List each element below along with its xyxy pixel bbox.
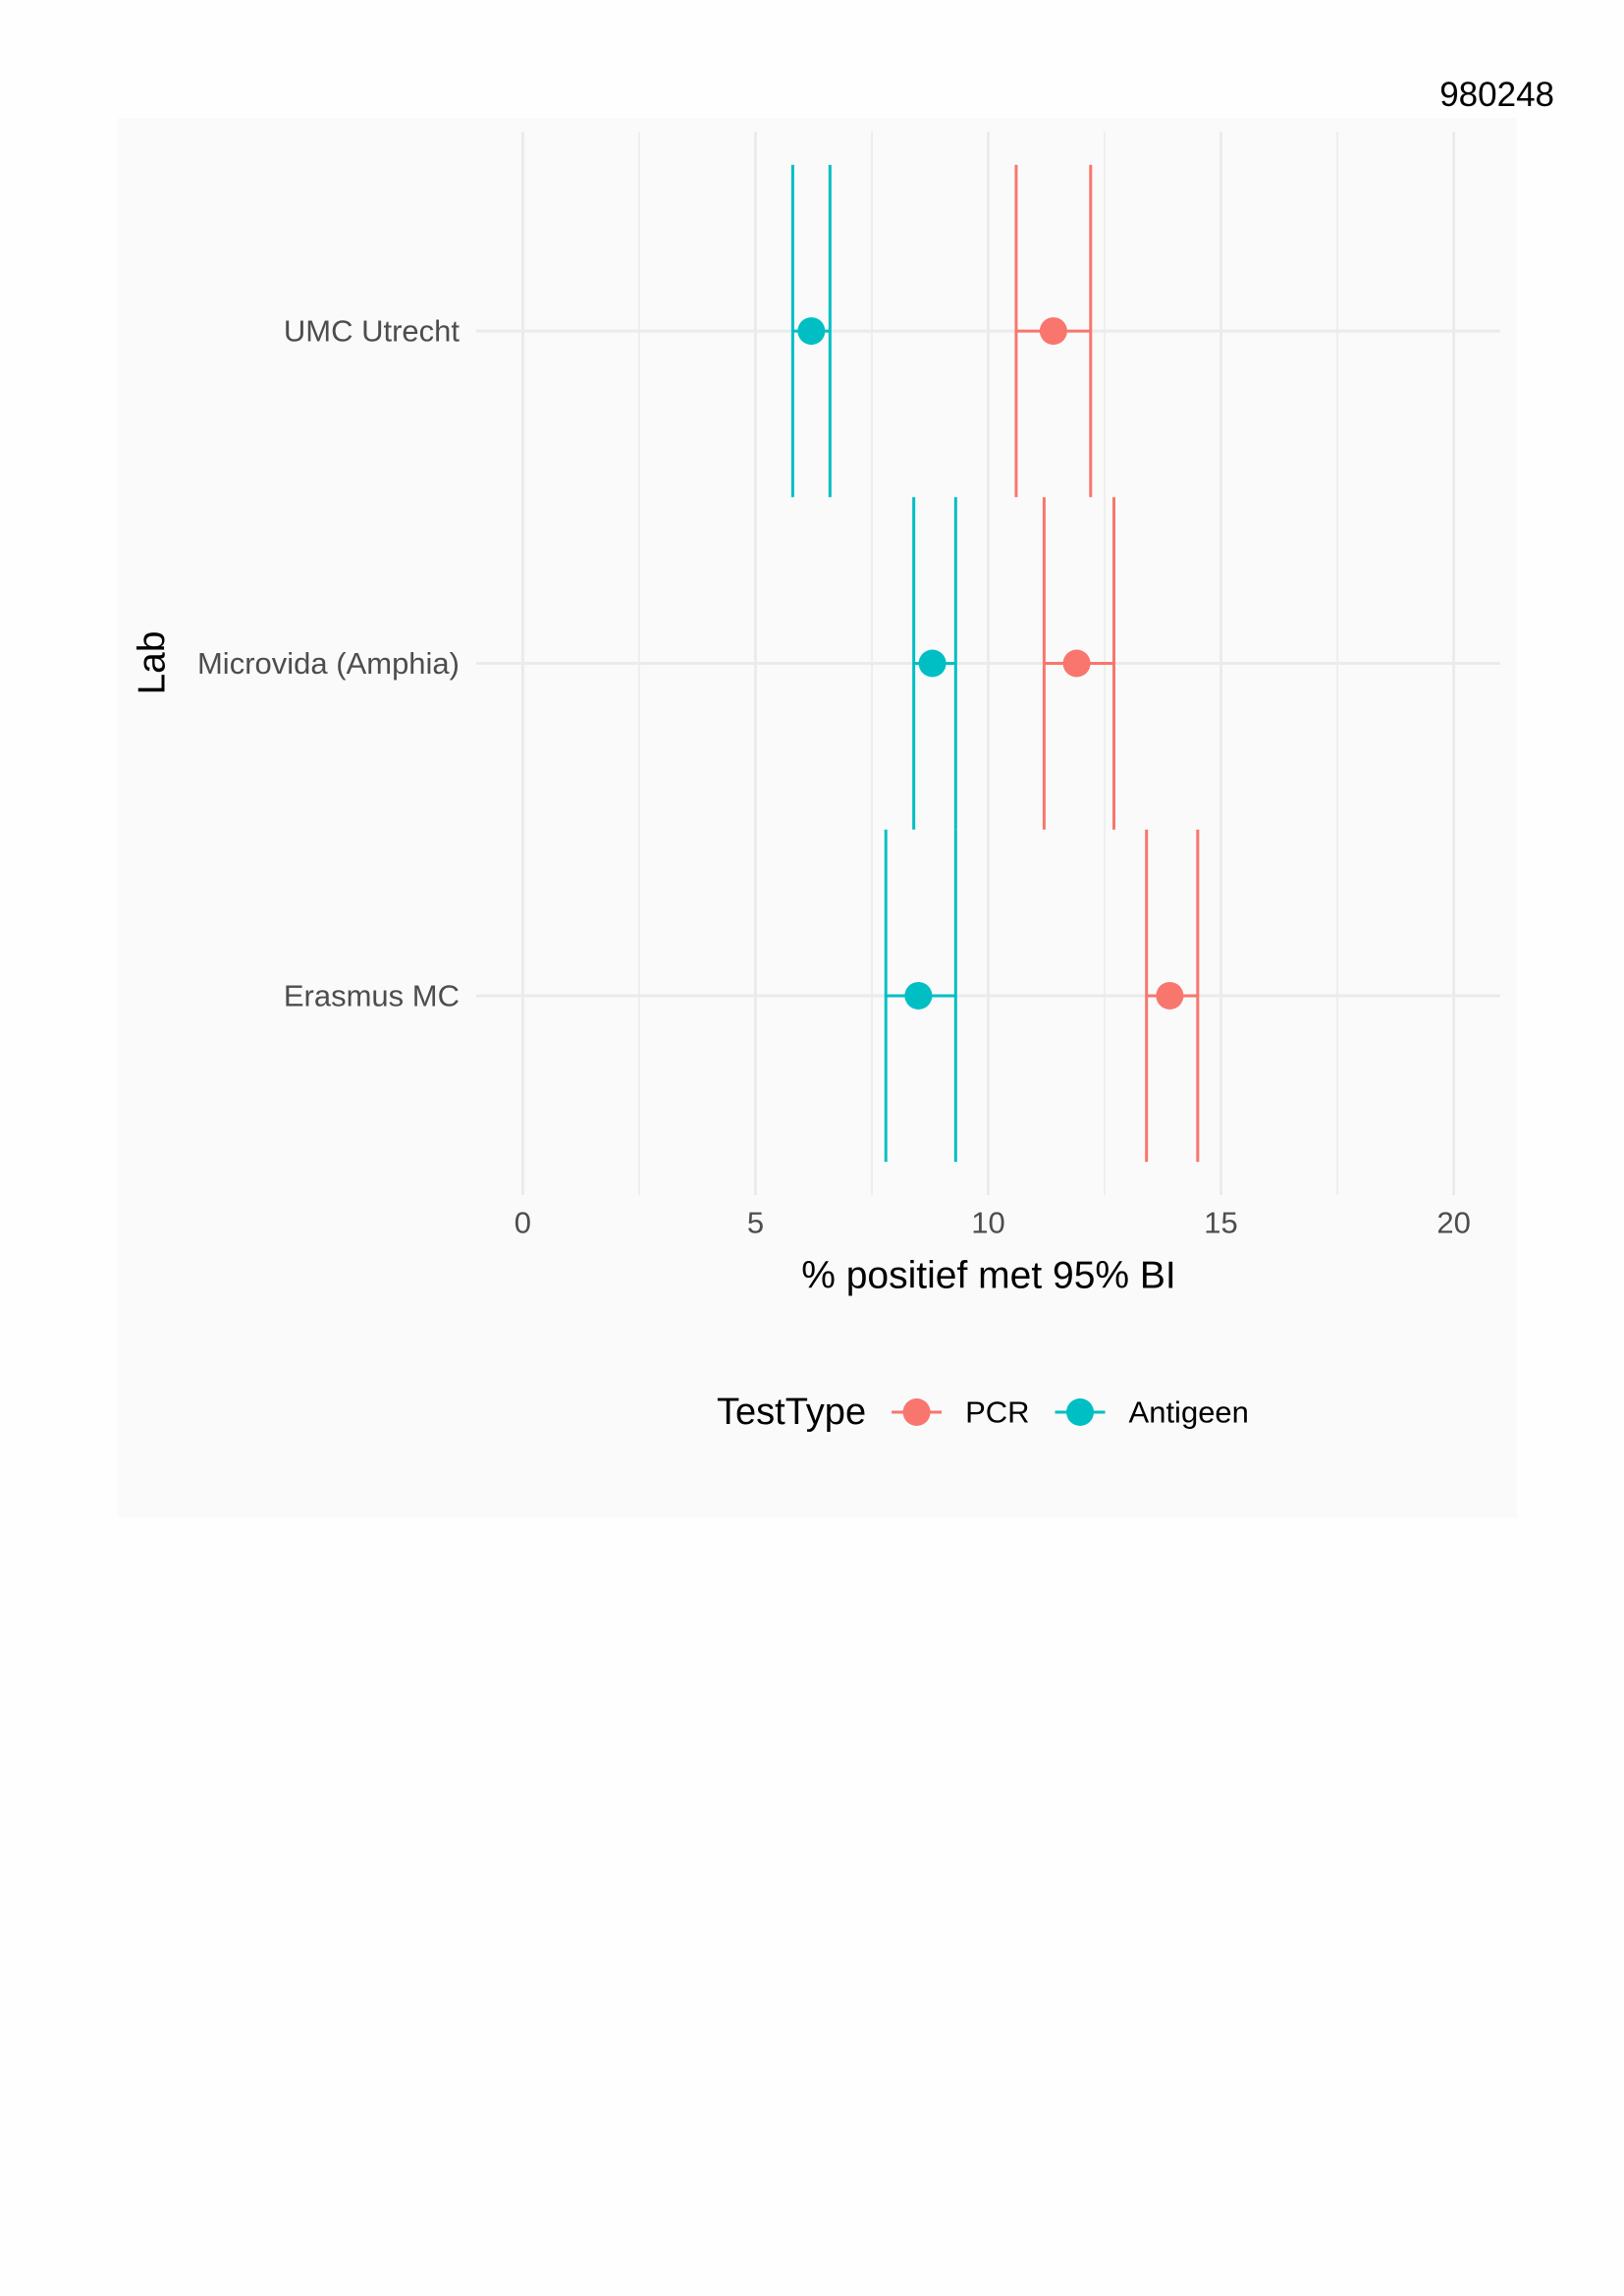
point-antigeen-umc-utrecht <box>797 317 826 346</box>
gridlines <box>476 132 1500 1195</box>
forest-plot: 0 5 10 15 20 UMC Utrecht Microvida (Amphia) Er… <box>118 118 1517 1517</box>
x-tick-label: 0 <box>514 1206 531 1240</box>
legend-label-antigeen: Antigeen <box>1129 1395 1249 1430</box>
y-tick-label: UMC Utrecht <box>284 314 460 349</box>
point-pcr-umc-utrecht <box>1039 317 1067 346</box>
point-pcr-microvida-amphia <box>1062 649 1091 678</box>
x-tick-label: 15 <box>1204 1206 1237 1240</box>
error-bars <box>790 164 1200 1163</box>
point-antigeen-erasmus-mc <box>904 981 933 1010</box>
x-tick-label: 10 <box>971 1206 1004 1240</box>
x-axis-title: % positief met 95% BI <box>801 1255 1176 1297</box>
legend-label-pcr: PCR <box>965 1395 1029 1430</box>
legend-item-antigeen: Antigeen <box>1055 1395 1249 1430</box>
legend-title: TestType <box>717 1392 866 1433</box>
chart-background <box>118 118 1517 1517</box>
point-pcr-erasmus-mc <box>1156 981 1184 1010</box>
y-axis-tick-labels: UMC Utrecht Microvida (Amphia) Erasmus MC <box>197 314 460 1013</box>
legend-key-point-antigeen <box>1066 1398 1095 1426</box>
document-number: 980248 <box>1439 76 1554 114</box>
y-tick-label: Erasmus MC <box>284 978 460 1012</box>
legend: TestType PCR Antigeen <box>717 1392 1249 1433</box>
x-tick-label: 20 <box>1436 1206 1470 1240</box>
x-tick-label: 5 <box>747 1206 764 1240</box>
y-tick-label: Microvida (Amphia) <box>197 646 460 681</box>
legend-key-point-pcr <box>902 1398 931 1426</box>
legend-items: PCR Antigeen <box>892 1395 1249 1430</box>
point-antigeen-microvida-amphia <box>918 649 947 678</box>
x-axis-tick-labels: 0 5 10 15 20 <box>514 1206 1471 1240</box>
y-axis-title: Lab <box>132 630 174 694</box>
legend-item-pcr: PCR <box>892 1395 1030 1430</box>
data-points <box>797 317 1184 1010</box>
